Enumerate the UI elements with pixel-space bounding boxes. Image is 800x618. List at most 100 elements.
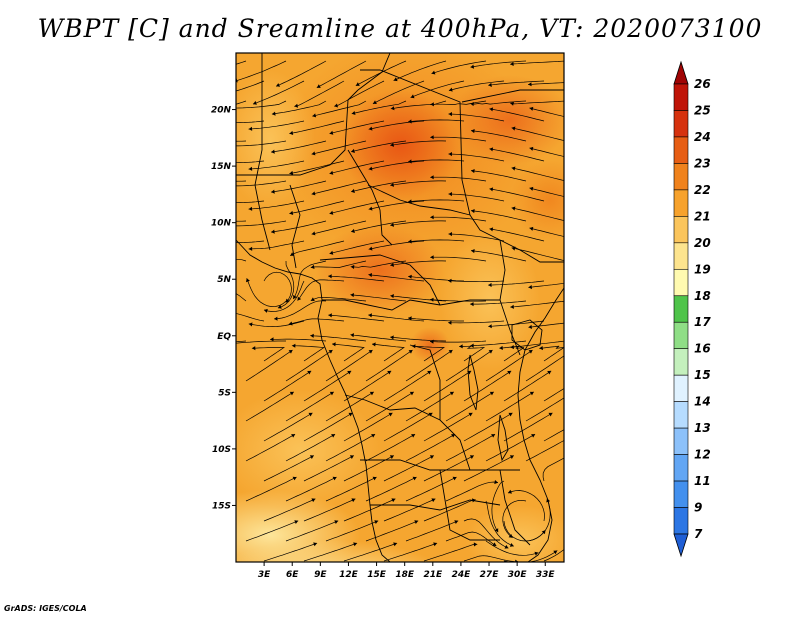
streamline <box>408 276 465 282</box>
streamline <box>408 199 465 203</box>
streamline <box>329 160 385 175</box>
streamline <box>383 412 433 442</box>
streamline-arrow <box>294 520 299 524</box>
streamline-arrow <box>246 278 250 283</box>
colorbar-label: 18 <box>694 289 711 303</box>
streamline <box>325 349 373 382</box>
streamline-arrow <box>511 166 516 171</box>
colorbar-label: 13 <box>694 421 711 435</box>
colorbar-label: 26 <box>694 77 711 91</box>
streamline <box>584 413 633 441</box>
x-tick-label: 3E <box>258 570 271 580</box>
streamline <box>251 347 286 362</box>
streamline-arrow <box>311 498 316 503</box>
streamline <box>528 282 564 288</box>
streamline <box>291 345 325 362</box>
streamline-arrow <box>541 530 546 535</box>
streamline-arrow <box>308 412 313 417</box>
streamline-arrow <box>316 84 321 88</box>
streamline-arrow <box>430 215 434 220</box>
colorbar-bin <box>673 321 689 350</box>
y-tick-label: 20N <box>211 106 232 116</box>
streamline-arrow <box>351 498 356 503</box>
colorbar-bin <box>673 454 689 482</box>
streamline-arrow <box>454 520 459 524</box>
colorbar-label: 16 <box>694 342 711 356</box>
streamline-arrow <box>349 455 354 459</box>
streamline <box>489 228 545 242</box>
streamline-arrow <box>528 285 532 290</box>
streamline-arrow <box>312 113 317 118</box>
streamline <box>390 140 447 146</box>
streamline <box>408 239 465 243</box>
streamline <box>289 120 345 134</box>
streamline-arrow <box>351 228 355 233</box>
colorbar-label: 17 <box>694 315 711 329</box>
streamline <box>423 455 475 482</box>
streamline-arrow <box>329 250 334 255</box>
streamline-arrow <box>309 455 314 459</box>
streamline <box>405 433 456 462</box>
colorbar-bin <box>673 427 689 455</box>
streamline-arrow <box>230 341 234 345</box>
streamline <box>447 280 505 283</box>
streamline <box>303 455 355 482</box>
streamline <box>271 100 327 115</box>
streamline <box>393 60 447 81</box>
streamline-arrow <box>271 111 276 116</box>
streamline <box>368 314 425 322</box>
streamline <box>248 120 305 130</box>
streamline-arrow <box>609 511 613 515</box>
streamline-arrow <box>328 350 333 354</box>
streamline <box>365 349 413 382</box>
streamline <box>236 140 247 142</box>
streamline-arrow <box>470 343 474 348</box>
streamline <box>485 540 539 556</box>
streamline-arrow <box>531 434 536 438</box>
streamline <box>289 160 345 174</box>
streamline <box>263 271 292 303</box>
streamline-arrow <box>190 136 194 140</box>
streamline-arrow <box>329 391 334 396</box>
colorbar-label: 20 <box>694 236 711 250</box>
streamline-arrow <box>311 151 316 156</box>
streamline <box>292 260 327 300</box>
x-tick-label: 21E <box>423 570 443 580</box>
streamline-arrow <box>510 345 514 350</box>
streamline-arrow <box>408 119 412 124</box>
streamline <box>290 240 345 257</box>
streamline-arrow <box>368 126 373 131</box>
colorbar-bin <box>673 163 689 191</box>
streamline-arrow <box>285 298 290 303</box>
streamline <box>430 100 487 105</box>
streamline <box>408 317 464 322</box>
streamline <box>236 140 287 147</box>
streamline-arrow <box>427 370 432 375</box>
streamline-arrow <box>509 455 514 459</box>
streamline <box>459 345 486 362</box>
streamline-arrow <box>489 227 494 232</box>
border <box>347 149 393 246</box>
streamline-arrow <box>510 304 514 309</box>
streamline <box>334 80 385 107</box>
streamline-arrow <box>390 222 394 227</box>
streamline <box>329 120 385 135</box>
streamline <box>274 300 327 320</box>
streamline <box>566 512 613 541</box>
streamline <box>405 520 459 542</box>
streamline-arrow <box>539 346 543 351</box>
streamline-arrow <box>332 476 337 481</box>
border <box>439 469 500 541</box>
streamline-arrow <box>431 498 436 503</box>
streamline <box>303 370 352 402</box>
x-tick-label: 27E <box>480 570 500 580</box>
streamline <box>343 498 396 522</box>
x-tick-label: 6E <box>286 570 299 580</box>
streamline-arrow <box>193 292 197 296</box>
streamline-arrow <box>469 455 474 459</box>
streamline <box>470 60 527 68</box>
streamline <box>245 476 297 502</box>
streamline <box>405 391 454 422</box>
streamline-arrow <box>471 169 475 174</box>
streamline <box>263 542 318 562</box>
